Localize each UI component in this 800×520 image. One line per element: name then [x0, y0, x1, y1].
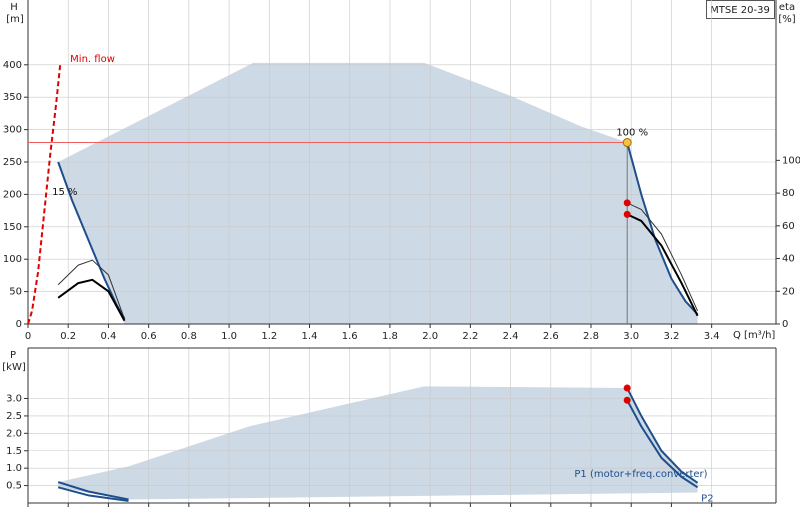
x-axis-label: Q [m³/h]	[733, 330, 775, 341]
curve	[626, 213, 699, 317]
x-tick-label: 3.0	[623, 331, 639, 342]
y-tick-label: 150	[3, 222, 22, 233]
curve	[626, 387, 699, 484]
curve	[57, 278, 126, 322]
y-tick-label: 3.0	[6, 394, 22, 405]
x-tick-label: 1.4	[302, 331, 318, 342]
y-tick-label: 200	[3, 189, 22, 200]
point-marker	[623, 384, 631, 392]
y2-tick-label: 20	[782, 286, 795, 297]
point-marker	[623, 210, 631, 218]
y2-axis-label: eta	[779, 2, 795, 13]
x-tick-label: 2.6	[543, 331, 559, 342]
series-label: 100 %	[616, 128, 648, 139]
product-label: MTSE 20-39	[710, 5, 770, 16]
y-tick-label: 0.5	[6, 481, 22, 492]
x-tick-label: 2.2	[462, 331, 478, 342]
p-axis-label: P	[10, 350, 16, 361]
x-tick-label: 1.2	[261, 331, 277, 342]
series-label: P2	[701, 493, 713, 504]
x-tick-label: 0	[25, 331, 31, 342]
x-tick-label: 0.4	[100, 331, 116, 342]
x-tick-label: 1.0	[221, 331, 237, 342]
y2-tick-label: 80	[782, 188, 795, 199]
series-label: Min. flow	[70, 54, 115, 65]
curve	[626, 202, 699, 312]
y-tick-label: 2.0	[6, 428, 22, 439]
x-tick-label: 2.4	[503, 331, 519, 342]
x-tick-label: 3.2	[663, 331, 679, 342]
series-label: P1 (motor+freq.converter)	[574, 469, 707, 480]
y-tick-label: 100	[3, 254, 22, 265]
plot	[24, 0, 780, 328]
x-tick-label: 2.8	[583, 331, 599, 342]
y2-tick-label: 60	[782, 221, 795, 232]
y2-tick-label: 0	[782, 319, 788, 330]
x-tick-label: 2.0	[422, 331, 438, 342]
point-marker	[623, 199, 631, 207]
x-tick-label: 1.8	[382, 331, 398, 342]
y-tick-label: 400	[3, 60, 22, 71]
y-tick-label: 1.5	[6, 446, 22, 457]
x-tick-label: 1.6	[342, 331, 358, 342]
y2-tick-label: 100	[782, 155, 800, 166]
y-tick-label: 0	[16, 319, 22, 330]
product-box	[706, 0, 775, 19]
duty-point	[622, 138, 632, 148]
y-tick-label: 250	[3, 157, 22, 168]
plot	[24, 347, 777, 507]
x-tick-label: 0.6	[141, 331, 157, 342]
curve	[57, 259, 125, 320]
p-axis-unit: [kW]	[2, 362, 26, 373]
y-tick-label: 50	[9, 287, 22, 298]
x-tick-label: 0.2	[60, 331, 76, 342]
y-tick-label: 1.0	[6, 463, 22, 474]
y-tick-label: 350	[3, 92, 22, 103]
curve	[626, 399, 699, 489]
curve	[626, 142, 699, 315]
operating-area	[58, 62, 698, 325]
operating-area	[58, 386, 698, 500]
y2-axis-unit: [%]	[778, 14, 795, 25]
y-axis-unit: [m]	[6, 14, 24, 25]
y-tick-label: 2.5	[6, 411, 22, 422]
x-tick-label: 0.8	[181, 331, 197, 342]
point-marker	[623, 396, 631, 404]
y-axis-label: H	[10, 2, 18, 13]
y2-tick-label: 40	[782, 254, 795, 265]
series-label: 15 %	[52, 187, 77, 198]
curve	[57, 481, 129, 501]
x-tick-label: 3.4	[704, 331, 720, 342]
y-tick-label: 300	[3, 125, 22, 136]
curve	[57, 486, 129, 502]
